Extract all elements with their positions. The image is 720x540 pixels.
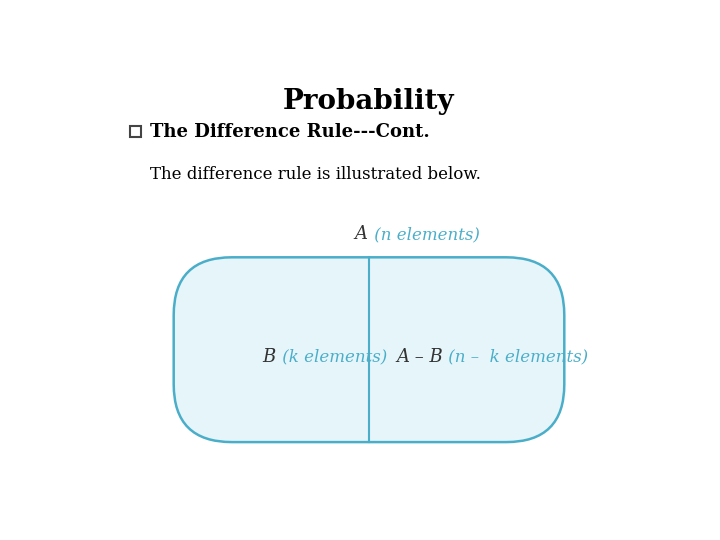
Text: A – B: A – B <box>396 348 443 366</box>
Text: (n –  k elements): (n – k elements) <box>443 349 588 366</box>
Text: The Difference Rule---Cont.: The Difference Rule---Cont. <box>150 123 431 141</box>
Text: Probability: Probability <box>283 88 455 115</box>
Text: A: A <box>354 225 367 244</box>
Text: (k elements): (k elements) <box>276 349 387 366</box>
FancyBboxPatch shape <box>130 126 141 137</box>
Text: B: B <box>262 348 275 366</box>
FancyBboxPatch shape <box>174 257 564 442</box>
Text: (n elements): (n elements) <box>369 226 480 244</box>
Text: The difference rule is illustrated below.: The difference rule is illustrated below… <box>150 166 482 183</box>
